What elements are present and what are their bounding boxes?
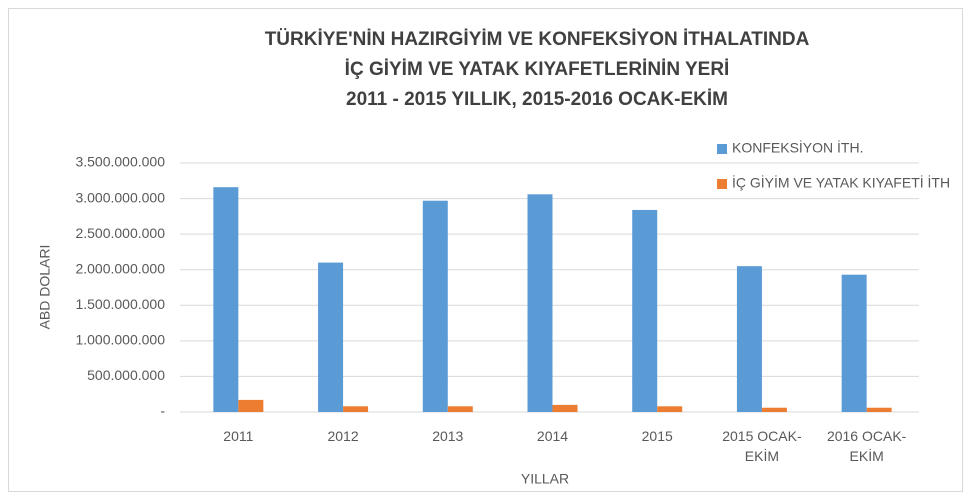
y-tick-label: 3.000.000.000 [75, 189, 165, 205]
legend-label: KONFEKSİYON İTH. [732, 139, 863, 156]
y-tick-label: 1.000.000.000 [75, 332, 165, 348]
y-tick-label: 3.500.000.000 [75, 154, 165, 170]
bar [318, 262, 344, 412]
bar [632, 209, 658, 412]
bar [841, 274, 867, 412]
bar [736, 266, 762, 412]
bar [866, 407, 892, 412]
chart-title: TÜRKİYE'NİN HAZIRGİYİM VE KONFEKSİYON İT… [265, 29, 810, 50]
y-tick-label: 2.000.000.000 [75, 260, 165, 276]
x-tick-label: 2015 [641, 428, 673, 444]
bar [657, 406, 683, 412]
x-tick-label: 2011 [223, 428, 254, 444]
y-axis-label: ABD DOLARI [37, 245, 53, 330]
bar [343, 406, 369, 412]
x-tick-label: 2015 OCAK-EKİM [722, 428, 802, 464]
x-axis-label: YILLAR [521, 471, 569, 487]
bar [238, 399, 264, 412]
bar [447, 406, 473, 412]
x-tick-label: 2014 [536, 428, 569, 444]
bar [213, 187, 239, 412]
chart-border [8, 8, 963, 492]
bar [527, 194, 553, 412]
chart-title: İÇ GİYİM VE YATAK KIYAFETLERİNİN YERİ [345, 59, 730, 80]
y-tick-label: 2.500.000.000 [75, 225, 165, 241]
legend-label: İÇ GİYİM VE YATAK KIYAFETİ İTH [732, 174, 950, 191]
bar [552, 404, 578, 412]
x-tick-label: 2016 OCAK-EKİM [826, 428, 907, 464]
y-tick-label: - [160, 403, 165, 419]
chart-title: 2011 - 2015 YILLIK, 2015-2016 OCAK-EKİM [346, 89, 728, 110]
x-tick-label: 2013 [432, 428, 464, 444]
bar [422, 200, 448, 412]
legend-swatch [717, 179, 727, 189]
x-tick-label: 2012 [327, 428, 359, 444]
y-tick-label: 500.000.000 [87, 367, 165, 383]
legend-swatch [717, 144, 727, 154]
y-tick-label: 1.500.000.000 [75, 296, 165, 312]
bar [761, 407, 787, 412]
